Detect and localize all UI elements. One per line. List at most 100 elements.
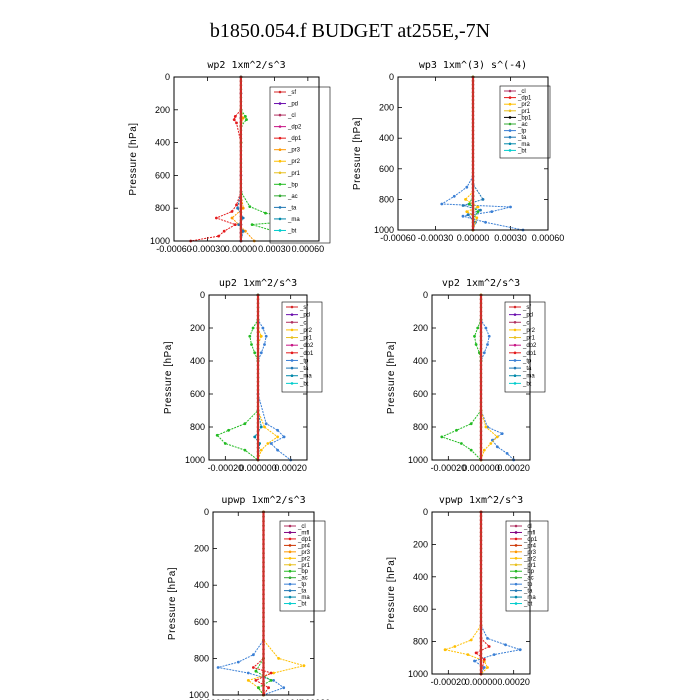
legend-marker [278, 183, 282, 186]
series-point-pr2 [486, 666, 489, 669]
series-point-bp [467, 202, 471, 206]
center-point [471, 186, 475, 190]
center-point [471, 133, 475, 136]
series-point-bp [215, 433, 219, 437]
series-point-tp [495, 445, 499, 449]
series-point-dp1 [215, 216, 218, 220]
panel-title: wp3 1xm^(3) s^(-4) [419, 60, 527, 71]
legend-entry: _ta [287, 205, 297, 211]
center-point [479, 396, 483, 400]
plot-frame [173, 76, 320, 242]
series-point-ma [253, 435, 257, 439]
center-point [479, 301, 483, 305]
legend-entry: _ta [297, 589, 307, 595]
center-point [256, 367, 260, 371]
center-point [256, 306, 260, 309]
center-point [239, 88, 243, 91]
center-point [262, 643, 265, 646]
center-point [471, 102, 475, 106]
legend-entry: _cl [297, 524, 306, 530]
series-point-bp [440, 435, 444, 439]
series-point-tp [276, 428, 279, 432]
series-point-bp [257, 686, 260, 690]
center-point [256, 429, 260, 433]
center-point [239, 83, 243, 87]
center-point [262, 679, 265, 683]
series-point-ta [466, 213, 470, 217]
center-point [239, 100, 243, 103]
center-point [262, 593, 265, 596]
center-point [239, 174, 243, 177]
center-point [239, 96, 243, 99]
center-point [479, 417, 483, 421]
legend-entry: _ma [522, 374, 535, 380]
center-point [239, 137, 243, 140]
series-point-ta [236, 206, 240, 210]
series-point-bp [460, 442, 463, 445]
center-point [239, 124, 243, 128]
legend-marker [514, 569, 518, 573]
series-point-bp [455, 428, 458, 432]
legend-entry: _pd [287, 102, 298, 108]
series-point-bp [469, 448, 473, 452]
center-point [479, 367, 483, 371]
x-tick-label: 0.000000 [239, 463, 277, 473]
legend-entry: _pr1 [299, 336, 313, 342]
center-point [262, 529, 265, 532]
center-point [479, 372, 483, 375]
legend-marker [513, 359, 517, 362]
panel-title: vpwp 1xm^2/s^3 [439, 495, 523, 506]
series-point-bp [476, 210, 480, 214]
center-point [479, 359, 483, 363]
series-point-bp [474, 343, 478, 346]
series-point-pr2 [453, 645, 457, 648]
center-point [256, 409, 260, 412]
center-point [239, 206, 243, 210]
legend-entry: _dp1 [297, 537, 312, 543]
legend-entry: _ta [299, 366, 309, 372]
center-point [256, 314, 260, 317]
y-tick-label: 600 [190, 389, 205, 399]
series-point-dp1 [269, 671, 273, 675]
y-tick-label: 800 [379, 194, 394, 204]
center-point [262, 547, 265, 550]
chart-panel-5: upwp 1xm^2/s^3 Pressure [hPa] 0 200 400 600 80… [167, 495, 330, 700]
center-point [471, 144, 475, 148]
center-point [262, 625, 265, 628]
series-point-tp [282, 686, 286, 690]
center-point [479, 616, 483, 619]
center-point [262, 666, 265, 669]
center-point [471, 98, 475, 102]
series-point-tp [500, 432, 504, 435]
center-point [479, 442, 483, 445]
center-point [262, 583, 265, 587]
series-point-tp [473, 659, 476, 663]
panel-title: vp2 1xm^2/s^3 [442, 278, 520, 289]
legend-entry: _bt [517, 148, 527, 154]
center-point [471, 190, 475, 194]
series-point-tp [452, 194, 456, 198]
center-point [479, 668, 483, 672]
series-line-pr2 [443, 512, 489, 675]
series-point-bp [269, 679, 273, 682]
series-point-dp1 [267, 686, 270, 690]
center-point [479, 567, 483, 570]
chart-panel-4: vp2 1xm^2/s^3 Pressure [hPa] 0 200 400 600 800… [386, 278, 546, 473]
legend-marker [288, 557, 292, 560]
legend-entry: _pd [522, 313, 533, 319]
series-point-tp [259, 351, 263, 355]
series-line-pr3 [231, 77, 255, 242]
center-point [239, 149, 243, 153]
center-point [471, 113, 475, 117]
center-point [262, 661, 265, 665]
center-point [471, 221, 475, 224]
center-point [479, 563, 483, 566]
legend-entry: _bt [287, 228, 297, 234]
series-point-dp1 [254, 679, 258, 682]
center-point [256, 400, 260, 404]
legend-entry: _pr3 [287, 148, 301, 154]
center-point [479, 380, 483, 383]
legend-entry: _dp2 [287, 125, 302, 131]
center-point [479, 429, 483, 433]
panel-title: wp2 1xm^2/s^3 [207, 60, 285, 71]
